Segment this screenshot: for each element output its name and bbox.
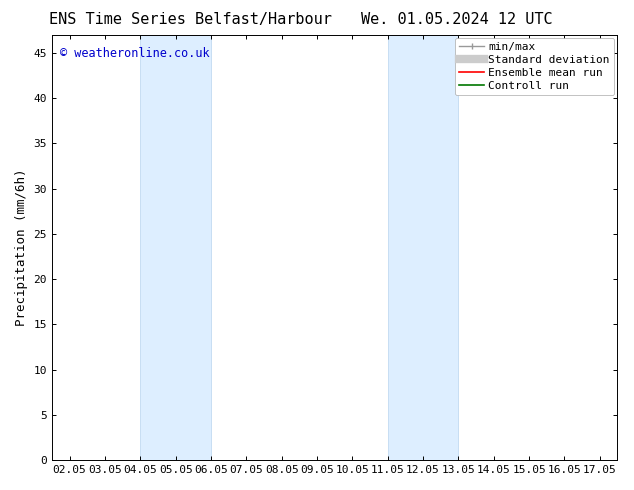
Legend: min/max, Standard deviation, Ensemble mean run, Controll run: min/max, Standard deviation, Ensemble me… (455, 38, 614, 95)
Text: We. 01.05.2024 12 UTC: We. 01.05.2024 12 UTC (361, 12, 552, 27)
Bar (140, 35, 211, 460)
Text: © weatheronline.co.uk: © weatheronline.co.uk (60, 48, 210, 60)
Bar (388, 35, 458, 460)
Y-axis label: Precipitation (mm/6h): Precipitation (mm/6h) (15, 169, 28, 326)
Text: ENS Time Series Belfast/Harbour: ENS Time Series Belfast/Harbour (49, 12, 332, 27)
